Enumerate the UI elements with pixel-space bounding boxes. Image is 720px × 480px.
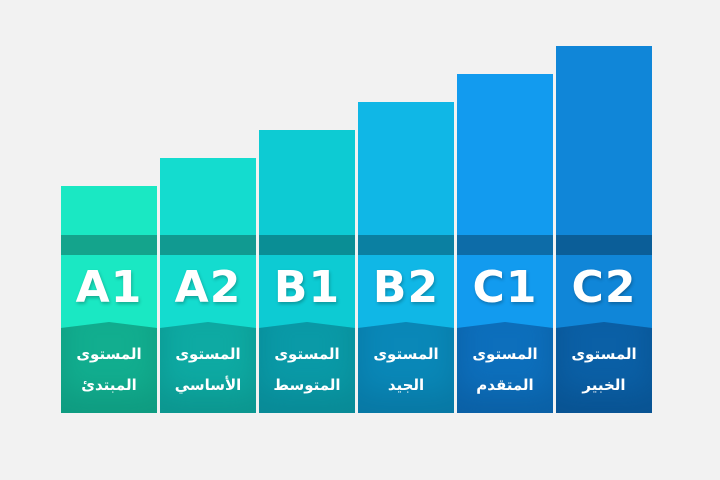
level-band: [259, 235, 355, 255]
level-label-panel: [61, 322, 157, 413]
level-label-panel: [259, 322, 355, 413]
level-code: B1: [273, 262, 341, 313]
level-label-line1: المستوى: [373, 345, 439, 363]
level-code: A2: [174, 262, 242, 313]
level-label-line1: المستوى: [76, 345, 142, 363]
level-band: [556, 235, 652, 255]
level-label-line1: المستوى: [571, 345, 637, 363]
level-label-line1: المستوى: [175, 345, 241, 363]
level-label-line1: المستوى: [472, 345, 538, 363]
level-column-a1: A1 المستوى المبتدئ: [61, 186, 157, 413]
level-column-b1: B1 المستوى المتوسط: [259, 130, 355, 413]
level-code: B2: [372, 262, 440, 313]
level-band: [61, 235, 157, 255]
level-label-panel: [457, 322, 553, 413]
level-label-panel: [160, 322, 256, 413]
level-label-line1: المستوى: [274, 345, 340, 363]
level-code: A1: [75, 262, 143, 313]
level-band: [358, 235, 454, 255]
level-code: C2: [571, 262, 637, 313]
level-label-line2: المتقدم: [476, 376, 534, 394]
level-label-line2: الخبير: [582, 376, 626, 394]
level-label-panel: [556, 322, 652, 413]
level-column-a2: A2 المستوى الأساسي: [160, 158, 256, 413]
level-code: C1: [472, 262, 538, 313]
level-column-b2: B2 المستوى الجيد: [358, 102, 454, 413]
level-label-panel: [358, 322, 454, 413]
level-label-line2: المبتدئ: [81, 376, 137, 394]
level-band: [457, 235, 553, 255]
level-label-line2: المتوسط: [273, 376, 341, 394]
level-label-line2: الجيد: [387, 376, 425, 394]
level-column-c1: C1 المستوى المتقدم: [457, 74, 553, 413]
level-band: [160, 235, 256, 255]
level-column-c2: C2 المستوى الخبير: [556, 46, 652, 413]
level-label-line2: الأساسي: [174, 376, 242, 394]
